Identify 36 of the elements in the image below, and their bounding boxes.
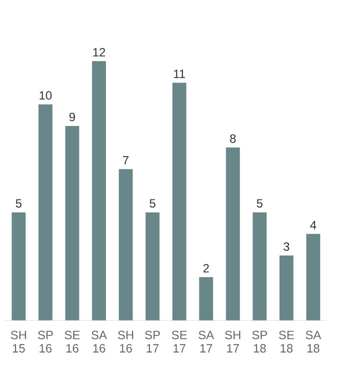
- data-label: 12: [93, 48, 106, 56]
- bar: [306, 234, 320, 320]
- x-tick-label: SE 16: [64, 330, 80, 353]
- data-label: 8: [230, 134, 236, 143]
- x-tick-label: SA 17: [198, 330, 214, 352]
- bar: [279, 256, 294, 320]
- data-label: 10: [40, 91, 52, 100]
- x-tick-label: SE 18: [278, 330, 294, 353]
- x-tick-label: SP 17: [145, 330, 160, 352]
- x-tick-label: SE 17: [172, 330, 187, 352]
- bar: [199, 277, 214, 320]
- bar: [92, 61, 106, 320]
- bar: [172, 82, 186, 320]
- data-label: 4: [310, 220, 316, 230]
- data-label: 3: [284, 242, 290, 251]
- data-label: 2: [203, 264, 209, 272]
- x-tick-label: SH 17: [225, 330, 240, 352]
- bar: [65, 126, 80, 320]
- data-label: 7: [123, 156, 129, 164]
- data-label: 5: [150, 199, 156, 208]
- x-tick-label: SH 15: [10, 330, 26, 353]
- x-tick-label: SH 16: [118, 330, 134, 353]
- bar: [226, 148, 240, 320]
- x-tick-label: SA 16: [92, 330, 107, 353]
- x-tick-label: SP 16: [38, 330, 53, 353]
- x-tick-label: SA 18: [306, 330, 322, 353]
- data-label: 5: [256, 199, 262, 208]
- bar: [146, 212, 160, 320]
- data-label: 5: [16, 199, 22, 208]
- bar: [252, 212, 267, 320]
- data-label: 9: [69, 112, 75, 122]
- bar: [12, 212, 26, 320]
- bar: [38, 104, 52, 320]
- x-tick-label: SP 18: [252, 330, 268, 353]
- bar: [118, 169, 133, 320]
- data-label: 11: [174, 70, 185, 78]
